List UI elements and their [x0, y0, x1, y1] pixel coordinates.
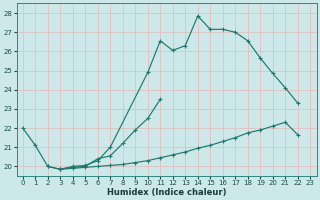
- X-axis label: Humidex (Indice chaleur): Humidex (Indice chaleur): [107, 188, 226, 197]
